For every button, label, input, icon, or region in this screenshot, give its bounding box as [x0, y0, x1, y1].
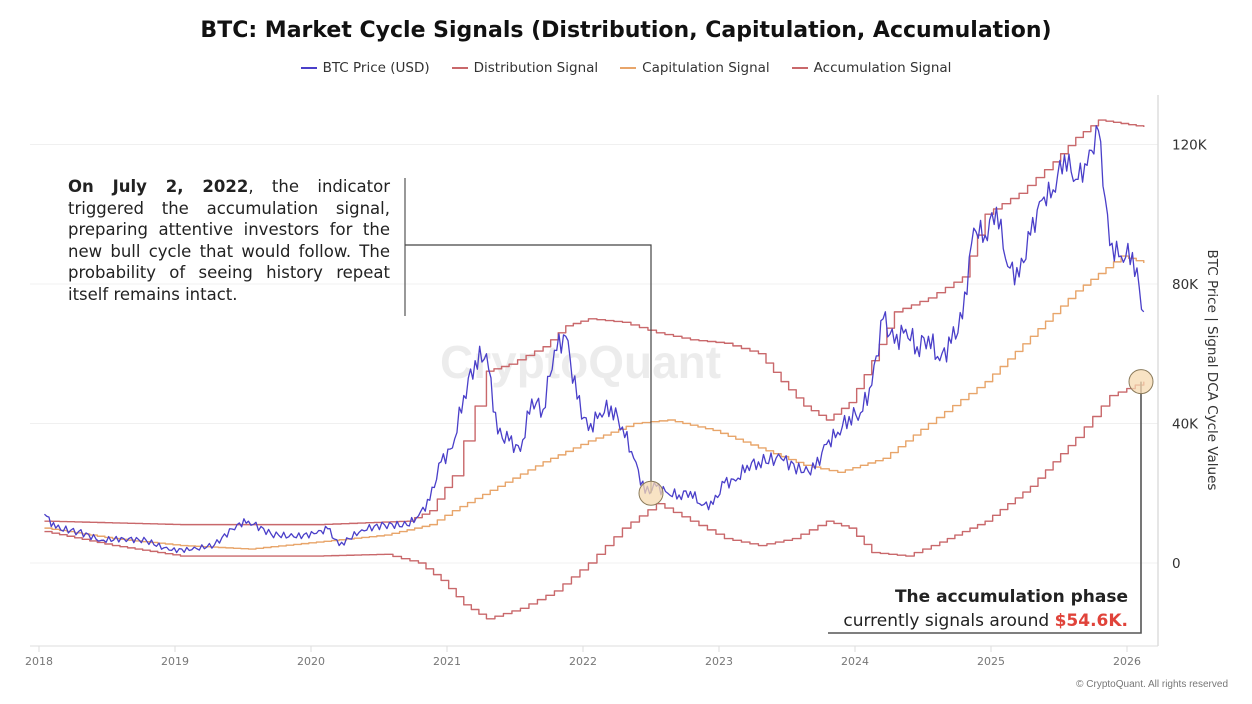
series-line-accumulation-signal [44, 381, 1145, 620]
legend-swatch [791, 67, 808, 69]
y-tick-label: 80K [1172, 277, 1199, 293]
highlight-circle [638, 480, 664, 506]
x-tick-label: 2025 [977, 655, 1005, 668]
legend-label: Capitulation Signal [642, 60, 770, 76]
legend-item[interactable]: Capitulation Signal [620, 60, 770, 76]
annotation-july-2022: On July 2, 2022, the indicator triggered… [68, 176, 390, 305]
legend-swatch [300, 67, 317, 69]
legend: BTC Price (USD) Distribution Signal Capi… [0, 60, 1252, 76]
annotation-accumulation-phase: The accumulation phase currently signals… [820, 585, 1128, 633]
series-line-btc-price-usd- [43, 125, 1145, 554]
legend-label: Distribution Signal [473, 60, 599, 76]
x-tick-label: 2018 [25, 655, 53, 668]
annotation-phase-title: The accumulation phase [894, 587, 1128, 607]
legend-swatch [451, 67, 468, 69]
x-tick-label: 2019 [161, 655, 189, 668]
legend-item[interactable]: Distribution Signal [451, 60, 599, 76]
annotation-connector [828, 381, 1142, 634]
y-tick-label: 120K [1172, 137, 1208, 153]
x-tick-label: 2024 [841, 655, 869, 668]
legend-item[interactable]: Accumulation Signal [791, 60, 952, 76]
annotation-connector [405, 244, 652, 494]
x-tick-label: 2021 [433, 655, 461, 668]
legend-item[interactable]: BTC Price (USD) [300, 60, 430, 76]
chart-title: BTC: Market Cycle Signals (Distribution,… [200, 18, 1052, 43]
annotation-body: , the indicator triggered the accumulati… [68, 177, 390, 304]
x-tick-label: 2023 [705, 655, 733, 668]
copyright: © CryptoQuant. All rights reserved [1076, 679, 1228, 690]
series-line-capitulation-signal [44, 255, 1145, 550]
x-tick-label: 2020 [297, 655, 325, 668]
series-line-distribution-signal [44, 119, 1145, 526]
x-tick-label: 2022 [569, 655, 597, 668]
annotation-phase-line: currently signals around $54.6K. [820, 609, 1128, 633]
y-tick-label: 40K [1172, 416, 1199, 432]
x-tick-label: 2026 [1113, 655, 1141, 668]
y-tick-label: 0 [1172, 556, 1181, 572]
highlight-circle [1128, 369, 1154, 395]
annotation-date: On July 2, 2022 [68, 177, 249, 196]
annotation-phase-value: $54.6K. [1054, 611, 1128, 631]
annotation-phase-text: currently signals around [843, 611, 1055, 631]
y-axis-label: BTC Price | Signal DCA Cycle Values [1204, 249, 1220, 491]
legend-label: Accumulation Signal [813, 60, 952, 76]
legend-label: BTC Price (USD) [322, 60, 430, 76]
legend-swatch [620, 67, 637, 69]
